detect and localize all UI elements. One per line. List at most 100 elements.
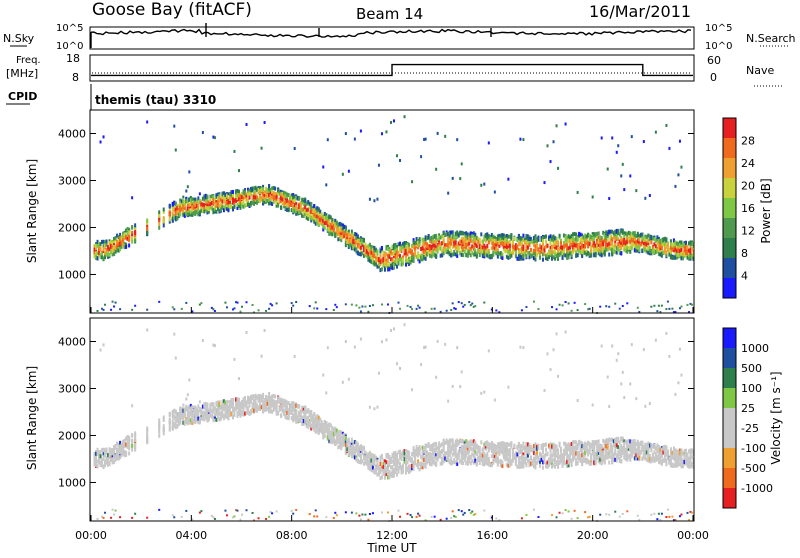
velocity-cell [268,516,270,518]
power-cell [665,237,667,241]
noise-right-tick-top: 10^5 [705,23,732,34]
velocity-cell [238,377,240,380]
power-cell [563,249,565,253]
power-cell [379,254,381,258]
velocity-cell [238,398,240,402]
velocity-cell [333,517,335,519]
power-cell [456,138,458,141]
velocity-cell [181,516,183,518]
velocity-cell [169,425,171,429]
power-cell [172,306,174,308]
power-cell [294,147,296,150]
velocity-cell [226,514,228,516]
power-cell [419,243,421,247]
power-cell [360,310,362,312]
power-cell [598,231,600,235]
velocity-cell [246,331,248,334]
velocity-cell [185,510,187,512]
power-cell [309,305,311,307]
power-cell [479,238,481,242]
power-cell [264,121,266,124]
velocity-cell [232,402,234,406]
power-cell [486,244,488,248]
power-cell [411,180,413,183]
velocity-cell [188,378,190,381]
velocity-cell [367,519,369,521]
power-cell [363,238,365,242]
noise-panel: N.Sky 10^5 10^0 10^5 10^0 N.Search [3,23,796,52]
velocity-cell [276,403,278,407]
power-cell [536,243,538,247]
beam-label: Beam 14 [356,5,423,23]
colorbar-tick-label: 12 [741,225,755,238]
velocity-cell [103,517,105,519]
velocity-cell [276,510,278,512]
colorbar-swatch [723,198,736,219]
power-cell [480,232,482,236]
power-cell [419,237,421,241]
power-cell [522,138,524,141]
power-cell [691,304,693,306]
velocity-cell [113,514,115,516]
power-cell [110,309,112,311]
colorbar-tick-label: 28 [741,135,755,148]
nsearch-label: N.Search [746,32,796,45]
velocity-cell [110,517,112,519]
power-cell [345,303,347,305]
power-cell [261,147,263,150]
power-cell [128,230,130,234]
velocity-cell [134,431,136,435]
velocity-cell [197,413,199,417]
power-cell [608,253,610,257]
velocity-cell [334,512,336,514]
power-cell [402,262,404,266]
power-cell [393,119,395,122]
power-cell [559,304,561,306]
velocity-cell [131,434,133,438]
power-cell [390,121,392,124]
power-cell [559,234,561,238]
velocity-cell [246,509,248,511]
power-cell [515,250,517,254]
velocity-cell [363,446,365,450]
power-cell [446,310,448,312]
power-cell [643,140,645,143]
velocity-cell [327,346,329,349]
power-cell [169,217,171,221]
velocity-cell [163,431,165,435]
power-cell [134,239,136,243]
velocity-cell [315,509,317,511]
power-cell [277,204,279,208]
velocity-cell [131,517,133,519]
power-cell [450,309,452,311]
power-cell [644,197,646,200]
power-cell [239,311,241,313]
power-cell [128,243,130,247]
power-cell [661,305,663,307]
colorbar-swatch [723,158,736,179]
power-cell [342,173,344,176]
power-cell [348,170,350,173]
power-cell [103,309,105,311]
velocity-cell [146,439,148,443]
cpid-label: CPID [8,90,37,103]
velocity-cell [199,400,201,403]
velocity-cell [146,435,148,439]
freq-left-tick-bottom: 8 [72,71,79,84]
power-cell [680,166,682,169]
velocity-cell [134,447,136,451]
power-cell [476,255,478,259]
velocity-cell [185,397,187,400]
power-cell [402,258,404,262]
power-cell [369,198,371,201]
velocity-cell [131,448,133,452]
power-cell [556,237,558,241]
velocity-cell [173,516,175,518]
power-cell [480,184,482,187]
power-cell [686,304,688,306]
power-cell [361,306,363,308]
power-cell [364,306,366,308]
